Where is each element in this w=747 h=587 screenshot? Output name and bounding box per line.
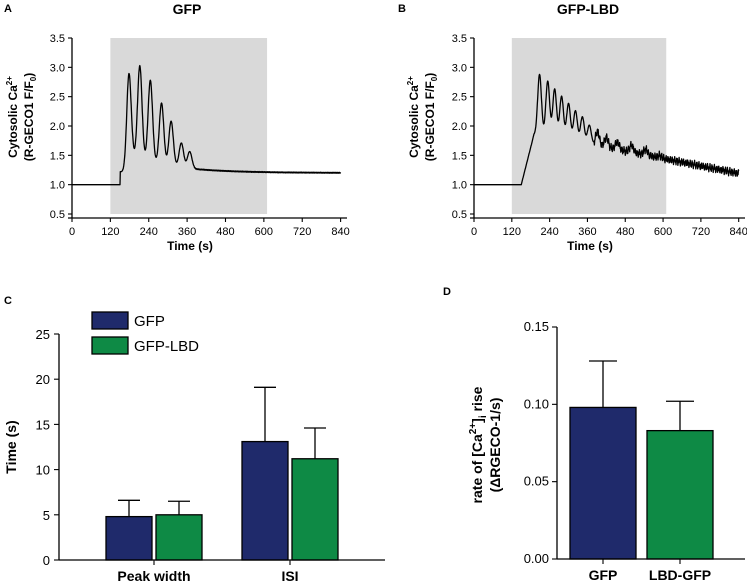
x-tick-label: 720 bbox=[293, 226, 311, 238]
panel-letter-a: A bbox=[4, 3, 12, 15]
x-tick-label: 240 bbox=[140, 226, 158, 238]
bar-gfp bbox=[569, 406, 637, 560]
y-tick-label: 0.00 bbox=[524, 551, 549, 566]
x-tick-label: 840 bbox=[730, 226, 747, 238]
y-tick-label: 3.5 bbox=[50, 33, 65, 45]
y-tick-label: 3.0 bbox=[50, 62, 65, 74]
y-tick-label: 0.05 bbox=[524, 474, 549, 489]
x-tick-label: 360 bbox=[178, 226, 196, 238]
y-tick-label: 1.0 bbox=[452, 180, 467, 192]
x-tick-label: 480 bbox=[616, 226, 634, 238]
x-category-label: ISI bbox=[281, 568, 298, 584]
calcium-trace-line bbox=[473, 73, 740, 186]
x-tick-label: 360 bbox=[578, 226, 596, 238]
panel-d-ylabel-line2: (ΔRGECO-1/s) bbox=[487, 398, 503, 493]
x-tick-label: 480 bbox=[216, 226, 234, 238]
y-tick-label: 0.5 bbox=[452, 209, 467, 221]
stimulation-shaded-region bbox=[110, 38, 268, 214]
bar-gfp bbox=[241, 440, 289, 561]
y-tick-label: 3.0 bbox=[452, 62, 467, 74]
x-tick-label: 120 bbox=[503, 226, 521, 238]
y-tick-label: 2.0 bbox=[50, 121, 65, 133]
panel-b-title: GFP-LBD bbox=[557, 1, 619, 17]
y-tick-label: 5 bbox=[43, 508, 50, 523]
panel-letter-c: C bbox=[4, 295, 12, 307]
x-tick-label: 720 bbox=[692, 226, 710, 238]
y-tick-label: 1.5 bbox=[452, 150, 467, 162]
legend-label: GFP bbox=[134, 313, 165, 330]
y-tick-label: 0.15 bbox=[524, 319, 549, 334]
y-tick-label: 3.5 bbox=[452, 33, 467, 45]
bar-gfp bbox=[105, 515, 153, 561]
y-tick-label: 15 bbox=[36, 417, 50, 432]
x-category-label: Peak width bbox=[117, 568, 190, 584]
bar-gfp-lbd bbox=[155, 514, 203, 561]
panel-b-ylabel-line2: (R-GECO1 F/F0) bbox=[423, 73, 439, 161]
legend-swatch-gfp-lbd bbox=[91, 336, 129, 355]
x-tick-label: 840 bbox=[331, 226, 349, 238]
legend-label: GFP-LBD bbox=[134, 338, 199, 355]
x-tick-label: 600 bbox=[654, 226, 672, 238]
x-tick-label: 0 bbox=[69, 226, 75, 238]
y-tick-label: 2.5 bbox=[50, 92, 65, 104]
y-tick-label: 10 bbox=[36, 463, 50, 478]
x-tick-label: 120 bbox=[101, 226, 119, 238]
y-tick-label: 1.0 bbox=[50, 180, 65, 192]
panel-a-xlabel: Time (s) bbox=[167, 239, 213, 253]
y-tick-label: 25 bbox=[36, 327, 50, 342]
bar-gfp-lbd bbox=[291, 458, 339, 561]
x-category-label: LBD-GFP bbox=[649, 567, 711, 583]
panel-d-ylabel-line1: rate of [Ca2+]i rise bbox=[468, 386, 489, 503]
panel-letter-d: D bbox=[443, 286, 451, 298]
y-tick-label: 2.5 bbox=[452, 92, 467, 104]
panel-a-title: GFP bbox=[173, 1, 202, 17]
y-tick-label: 0.10 bbox=[524, 396, 549, 411]
panel-b-trace-chart: GFP-LBD Cytosolic Ca2+ (R-GECO1 F/F0) Ti… bbox=[406, 1, 747, 253]
legend-swatch-gfp bbox=[91, 311, 129, 330]
bar-lbd-gfp bbox=[646, 429, 714, 560]
panel-b-xlabel: Time (s) bbox=[567, 239, 613, 253]
panel-a-ylabel-line2: (R-GECO1 F/F0) bbox=[22, 73, 38, 161]
y-tick-label: 2.0 bbox=[452, 121, 467, 133]
y-tick-label: 20 bbox=[36, 372, 50, 387]
x-tick-label: 600 bbox=[255, 226, 273, 238]
calcium-trace-line bbox=[71, 64, 342, 186]
panel-a-trace-chart: GFP Cytosolic Ca2+ (R-GECO1 F/F0) Time (… bbox=[5, 1, 350, 253]
panel-letter-b: B bbox=[398, 3, 406, 15]
y-tick-label: 1.5 bbox=[50, 150, 65, 162]
panel-c-ylabel: Time (s) bbox=[3, 420, 19, 473]
x-category-label: GFP bbox=[589, 567, 618, 583]
panel-c-bar-chart: Time (s) 0 5 10 15 20 25 Peak width ISI GFP GFP-L… bbox=[3, 311, 385, 584]
x-tick-label: 240 bbox=[540, 226, 558, 238]
panel-a-ylabel-line1: Cytosolic Ca2+ bbox=[5, 76, 20, 158]
y-tick-label: 0.5 bbox=[50, 209, 65, 221]
x-tick-label: 0 bbox=[471, 226, 477, 238]
panel-b-ylabel-line1: Cytosolic Ca2+ bbox=[406, 76, 421, 158]
panel-d-bar-chart: rate of [Ca2+]i rise (ΔRGECO-1/s) 0.00 0.… bbox=[468, 319, 745, 583]
y-tick-label: 0 bbox=[43, 553, 50, 568]
